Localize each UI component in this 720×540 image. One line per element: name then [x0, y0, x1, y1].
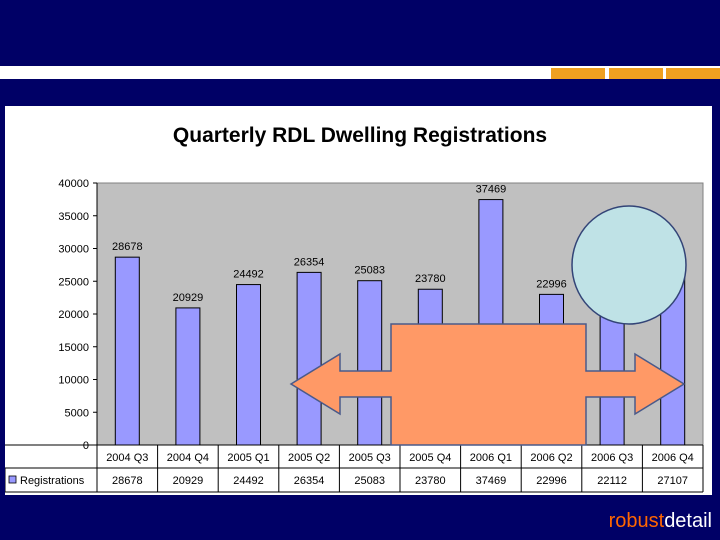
chart-title: Quarterly RDL Dwelling Registrations — [173, 124, 547, 147]
bar — [114, 256, 140, 446]
y-tick-label: 25000 — [58, 276, 89, 288]
y-tick-label: 40000 — [58, 178, 89, 190]
header-strip — [0, 66, 720, 79]
bar — [357, 280, 383, 446]
header-tab — [609, 68, 663, 79]
table-value: 25083 — [354, 475, 385, 487]
footer-bar — [0, 508, 720, 540]
top-band — [0, 0, 720, 66]
data-label: 22996 — [536, 278, 567, 290]
brand-logo: robustdetail — [609, 510, 712, 533]
table-value: 37469 — [476, 475, 507, 487]
table-value: 23780 — [415, 475, 446, 487]
data-label: 28678 — [112, 241, 143, 253]
brand-text-robust: robust — [608, 510, 665, 532]
bar — [175, 307, 201, 446]
header-tab — [666, 68, 720, 79]
y-tick-label: 20000 — [58, 309, 89, 321]
data-label: 37469 — [476, 184, 507, 196]
x-tick-label: 2006 Q3 — [591, 452, 633, 464]
x-tick-label: 2006 Q4 — [652, 452, 694, 464]
legend-swatch — [8, 475, 17, 484]
y-tick-label: 30000 — [58, 244, 89, 256]
x-tick-label: 2005 Q3 — [349, 452, 391, 464]
legend-label: Registrations — [20, 475, 85, 487]
data-label: 23780 — [415, 273, 446, 285]
x-tick-label: 2004 Q4 — [167, 452, 209, 464]
x-tick-label: 2005 Q1 — [227, 452, 269, 464]
orange-arrow-shape — [289, 323, 686, 446]
x-tick-label: 2005 Q4 — [409, 452, 451, 464]
data-label: 20929 — [173, 292, 204, 304]
y-tick-label: 35000 — [58, 211, 89, 223]
bar — [296, 271, 322, 446]
header-tab — [551, 68, 605, 79]
y-tick-label: 15000 — [58, 342, 89, 354]
data-label: 26354 — [294, 256, 325, 268]
table-value: 20929 — [173, 475, 204, 487]
table-value: 24492 — [233, 475, 264, 487]
table-value: 28678 — [112, 475, 143, 487]
x-tick-label: 2006 Q2 — [530, 452, 572, 464]
chart-panel: Quarterly RDL Dwelling Registrations 0 50… — [4, 106, 712, 495]
table-value: 22996 — [536, 475, 567, 487]
y-tick-label: 5000 — [65, 407, 89, 419]
y-tick-label: 10000 — [58, 375, 89, 387]
callout-circle — [571, 205, 687, 325]
brand-text-detail: detail — [664, 510, 712, 532]
x-tick-label: 2006 Q1 — [470, 452, 512, 464]
x-tick-label: 2005 Q2 — [288, 452, 330, 464]
data-label: 25083 — [354, 265, 385, 277]
data-label: 24492 — [233, 269, 264, 281]
table-value: 27107 — [657, 475, 688, 487]
y-tick-label: 0 — [83, 440, 89, 452]
bar — [236, 284, 261, 446]
bar-chart: Quarterly RDL Dwelling Registrations 0 50… — [4, 124, 704, 493]
table-value: 26354 — [294, 475, 325, 487]
x-tick-label: 2004 Q3 — [106, 452, 148, 464]
table-value: 22112 — [597, 475, 627, 487]
